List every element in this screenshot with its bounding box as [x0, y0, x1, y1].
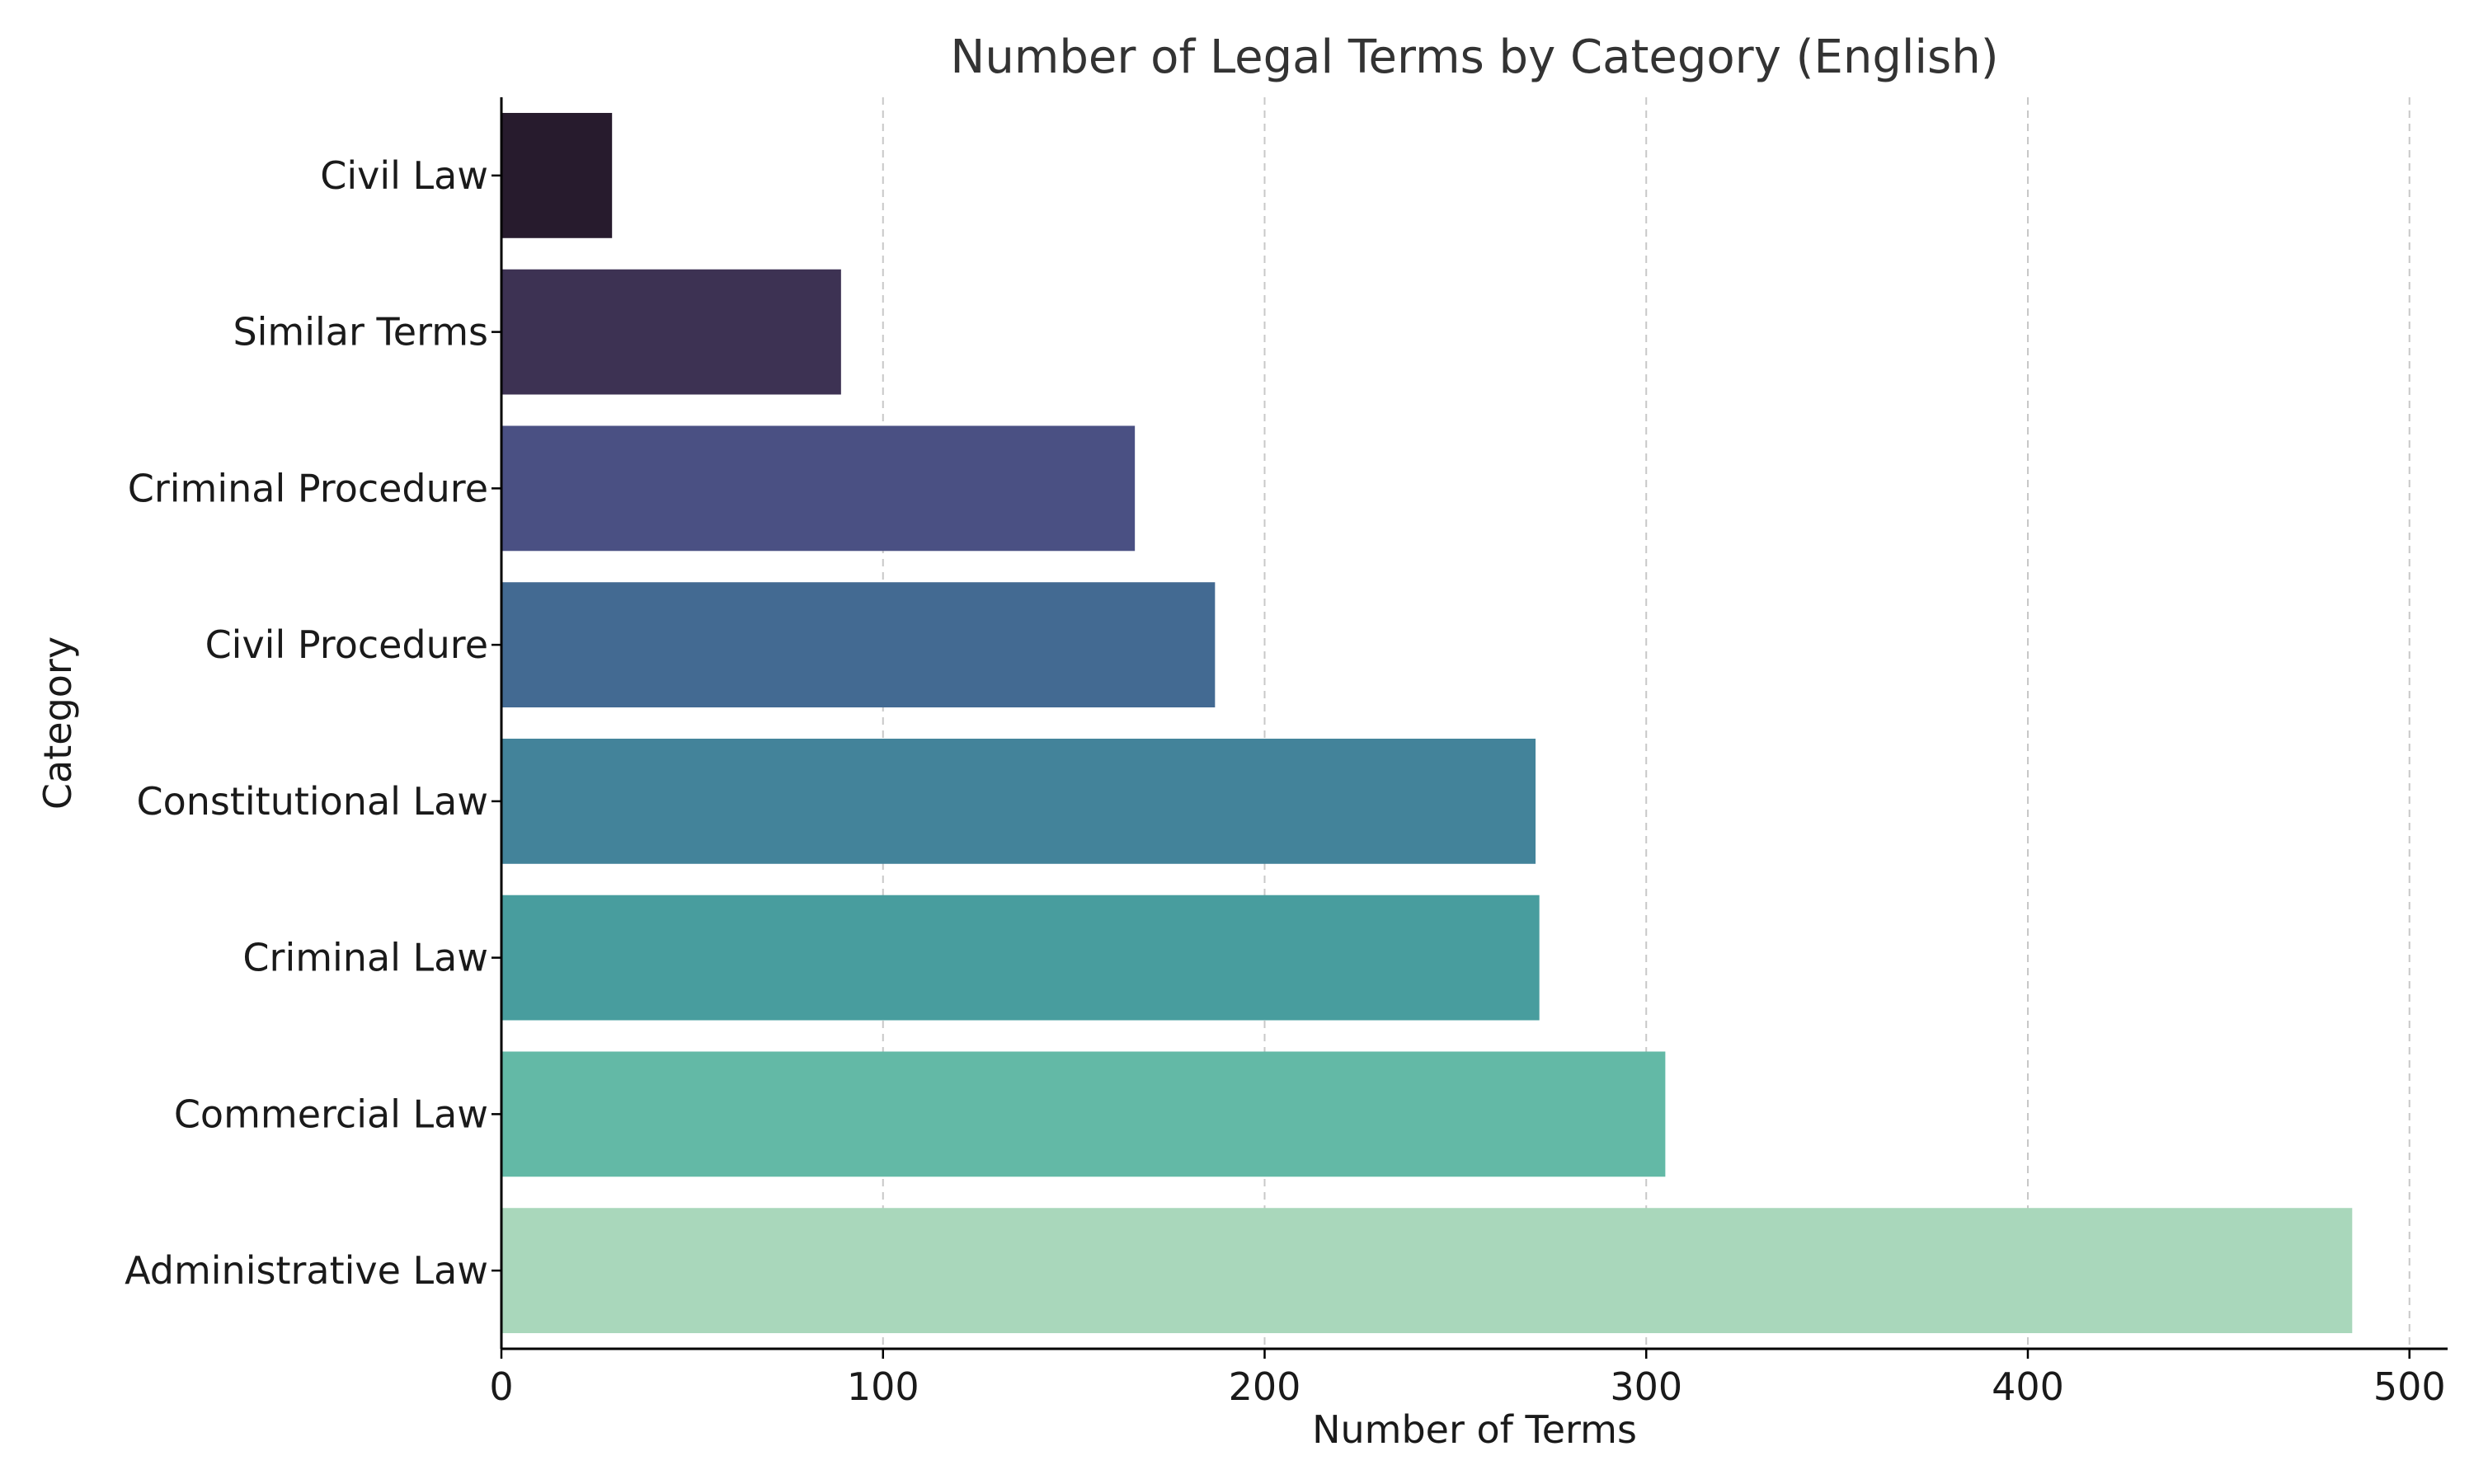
x-ticks: 0 100 200 300 400 500: [489, 1349, 2446, 1409]
x-tick-label: 300: [1610, 1364, 1682, 1409]
y-tick-label: Administrative Law: [125, 1248, 488, 1293]
bar: [501, 895, 1540, 1021]
bars: [501, 112, 2353, 1334]
x-tick-label: 500: [2373, 1364, 2446, 1409]
y-tick-label: Criminal Procedure: [128, 466, 488, 510]
y-tick-label: Civil Procedure: [205, 622, 488, 667]
chart-title: Number of Legal Terms by Category (Engli…: [950, 31, 1998, 84]
y-axis-label: Category: [35, 636, 80, 810]
y-tick-label: Criminal Law: [242, 936, 488, 980]
x-axis-label: Number of Terms: [1312, 1407, 1637, 1452]
y-tick-label: Similar Terms: [233, 310, 488, 355]
bar: [501, 112, 613, 238]
bar: [501, 738, 1536, 864]
bar: [501, 269, 841, 395]
y-tick-label: Civil Law: [320, 153, 488, 198]
y-ticks: Civil Law Similar Terms Criminal Procedure…: [125, 153, 501, 1293]
x-tick-label: 400: [1992, 1364, 2064, 1409]
x-tick-label: 200: [1229, 1364, 1301, 1409]
bar: [501, 1208, 2353, 1334]
bar: [501, 1051, 1666, 1177]
axes: [500, 97, 2448, 1350]
bar: [501, 425, 1136, 552]
bar: [501, 582, 1216, 708]
x-tick-label: 100: [847, 1364, 920, 1409]
y-tick-label: Commercial Law: [174, 1092, 488, 1136]
y-tick-label: Constitutional Law: [136, 779, 488, 824]
x-tick-label: 0: [489, 1364, 513, 1409]
